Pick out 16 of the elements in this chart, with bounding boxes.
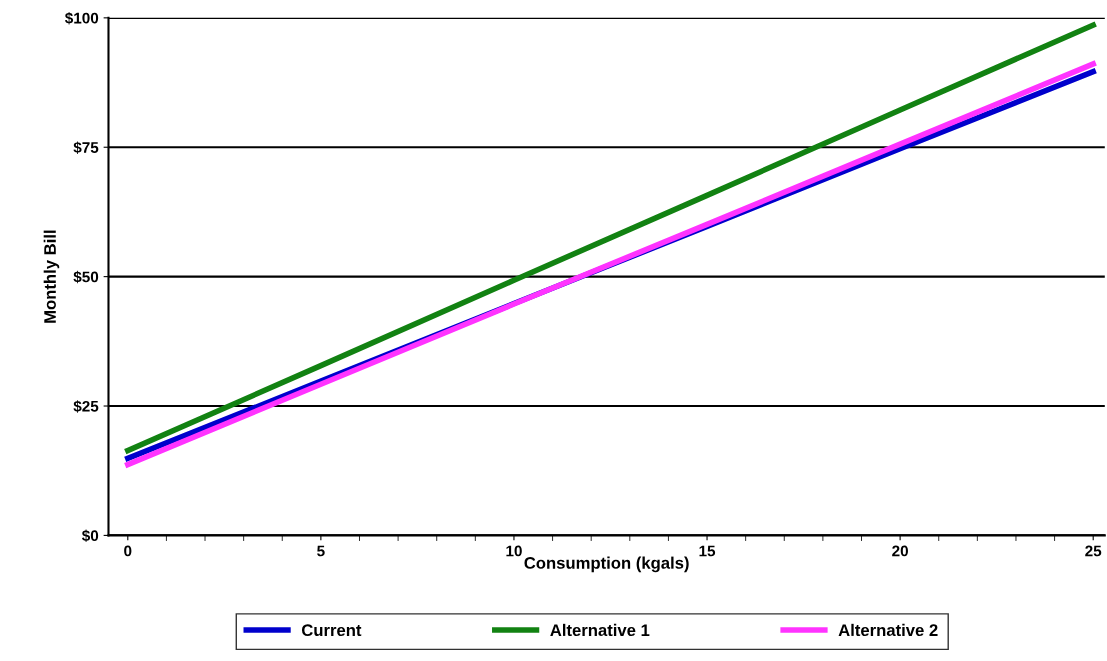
x-tick-label: 5 [317,545,325,557]
legend-label: Alternative 1 [550,623,650,637]
y-tick-label: $0 [81,529,99,543]
x-tick-label: 25 [1085,545,1102,557]
x-axis-title: Consumption (kgals) [524,556,689,573]
y-tick-label: $75 [73,141,99,154]
x-tick-label: 0 [124,545,132,557]
y-tick-label: $50 [73,270,99,284]
legend-label: Alternative 2 [838,623,938,637]
x-tick-label: 20 [892,545,908,557]
y-axis-title: Monthly Bill [43,230,60,323]
x-tick-label: 10 [506,545,522,557]
y-tick-label: $100 [64,12,99,25]
legend-label: Current [301,624,362,637]
y-tick-label: $25 [73,400,99,413]
x-tick-label: 15 [699,545,716,557]
